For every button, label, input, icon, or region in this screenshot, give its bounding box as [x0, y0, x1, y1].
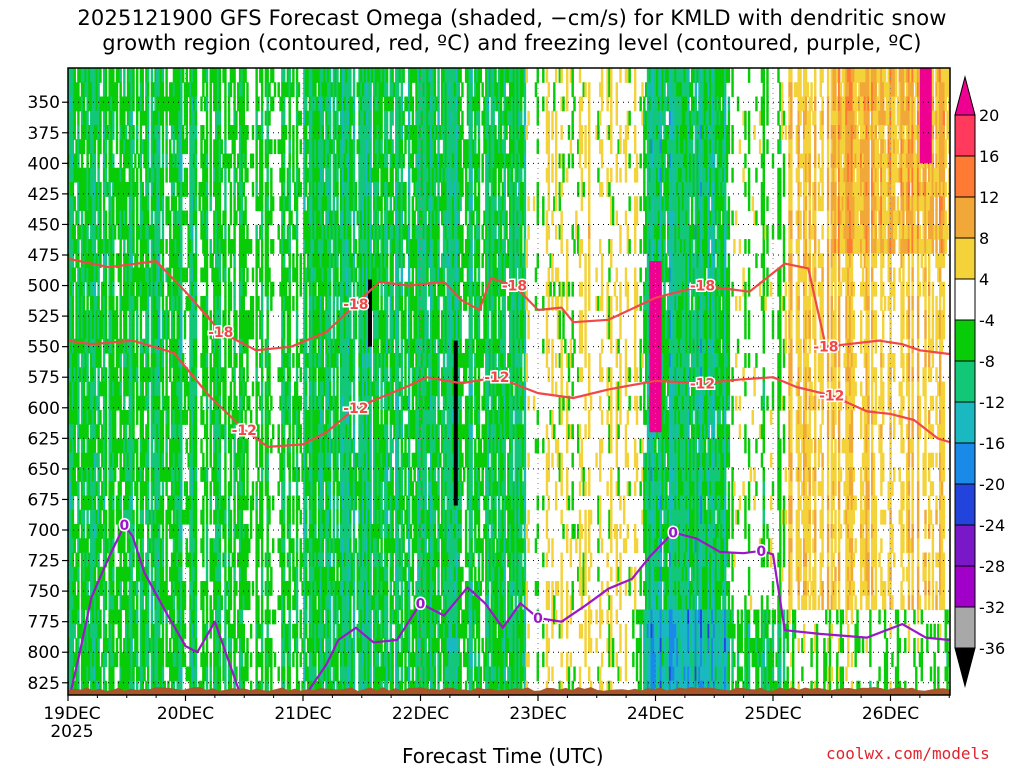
omega-shaded-field [68, 68, 950, 695]
colorbar-label-9: -20 [979, 475, 1005, 494]
colorbar-segment-1 [954, 155, 976, 198]
colorbar-label-12: -32 [979, 598, 1005, 617]
colorbar-segment-2 [954, 196, 976, 239]
colorbar-label-6: -8 [979, 352, 995, 371]
colorbar-bottom-extend [954, 647, 976, 688]
y-tick-label-11: 625 [28, 429, 60, 449]
contour-label-0-3: -18 [690, 279, 715, 295]
terrain-shape [68, 687, 950, 695]
y-tick-label-5: 475 [28, 246, 60, 266]
contour-line-1 [68, 339, 950, 448]
y-tick-label-14: 700 [28, 521, 60, 541]
colorbar-label-7: -12 [979, 393, 1005, 412]
contour-lines: -18 -18 -18 -18 -18 -12 -12 -12 -12 -12 0 0 0 0 0 [68, 257, 950, 695]
contour-label-2-0: 0 [120, 518, 130, 534]
colorbar-segment-6 [954, 360, 976, 403]
y-tick-label-9: 575 [28, 368, 60, 388]
omega-feature-1 [367, 279, 372, 347]
colorbar-label-13: -36 [979, 639, 1005, 658]
y-tick-label-18: 800 [28, 643, 60, 663]
y-tick-label-8: 550 [28, 338, 60, 358]
x-tick-label-0: 19DEC [43, 704, 100, 724]
terrain-strip [68, 687, 950, 695]
contour-label-0-0: -18 [208, 325, 233, 341]
y-tick-label-3: 425 [28, 185, 60, 205]
contour-label-1-3: -12 [690, 376, 715, 392]
omega-feature-0 [453, 340, 458, 506]
x-tick-label-4: 23DEC [509, 704, 566, 724]
x-tick-label-7: 26DEC [862, 704, 919, 724]
colorbar-label-5: -4 [979, 311, 995, 330]
contour-label-1-0: -12 [232, 423, 257, 439]
contour-label-1-4: -12 [819, 389, 844, 405]
colorbar-label-2: 12 [979, 188, 999, 207]
colorbar-label-4: 4 [979, 270, 989, 289]
colorbar-segment-7 [954, 401, 976, 444]
contour-label-2-3: 0 [668, 525, 678, 541]
colorbar-label-8: -16 [979, 434, 1005, 453]
x-year-label: 2025 [50, 722, 93, 742]
contour-label-2-2: 0 [533, 611, 543, 627]
colorbar-segment-12 [954, 606, 976, 649]
y-tick-label-15: 725 [28, 552, 60, 572]
x-tick-label-1: 20DEC [157, 704, 214, 724]
colorbar-segment-5 [954, 319, 976, 362]
y-tick-label-6: 500 [28, 277, 60, 297]
colorbar-label-1: 16 [979, 147, 999, 166]
colorbar-segment-10 [954, 524, 976, 567]
colorbar-label-0: 20 [979, 106, 999, 125]
x-tick-label-6: 25DEC [744, 704, 801, 724]
y-tick-label-1: 375 [28, 124, 60, 144]
y-tick-label-4: 450 [28, 215, 60, 235]
x-tick-label-2: 21DEC [274, 704, 331, 724]
colorbar-segment-8 [954, 442, 976, 485]
colorbar: 20 16 12 8 4 -4 -8 -12 -16 -20 -24 -28 -32 -36 [954, 75, 1005, 688]
omega-feature-2 [649, 261, 662, 433]
colorbar-segment-9 [954, 483, 976, 526]
colorbar-label-3: 8 [979, 229, 989, 248]
plot-axes: 350 375 400 425 450 475 500 525 550 575 600 625 650 6… [28, 67, 951, 742]
colorbar-segment-11 [954, 565, 976, 608]
colorbar-segment-3 [954, 237, 976, 280]
contour-label-2-4: 0 [756, 544, 766, 560]
contour-label-2-1: 0 [416, 596, 426, 612]
contour-label-1-2: -12 [484, 370, 509, 386]
contour-line-2 [68, 524, 950, 695]
colorbar-segment-0 [954, 114, 976, 157]
x-axis-label: Forecast Time (UTC) [402, 744, 604, 768]
plot-grid [68, 68, 950, 695]
colorbar-label-11: -28 [979, 557, 1005, 576]
contour-line-0 [68, 257, 950, 356]
x-tick-label-3: 22DEC [392, 704, 449, 724]
contour-label-0-4: -18 [813, 340, 838, 356]
y-tick-label-10: 600 [28, 399, 60, 419]
chart-title-line-2: growth region (contoured, red, ºC) and f… [102, 31, 922, 55]
source-credit: coolwx.com/models [826, 744, 990, 763]
contour-label-0-1: -18 [343, 297, 368, 313]
chart-title-line-1: 2025121900 GFS Forecast Omega (shaded, −… [77, 6, 947, 30]
y-tick-label-0: 350 [28, 93, 60, 113]
y-tick-label-19: 825 [28, 674, 60, 694]
y-tick-label-12: 650 [28, 460, 60, 480]
contour-label-0-2: -18 [502, 279, 527, 295]
y-tick-label-13: 675 [28, 490, 60, 510]
x-tick-label-5: 24DEC [627, 704, 684, 724]
colorbar-label-10: -24 [979, 516, 1005, 535]
colorbar-top-extend [954, 75, 976, 116]
y-tick-label-16: 750 [28, 582, 60, 602]
y-tick-label-7: 525 [28, 307, 60, 327]
colorbar-segment-4 [954, 278, 976, 321]
contour-label-1-1: -12 [343, 401, 368, 417]
omega-feature-3 [919, 68, 932, 164]
y-tick-label-17: 775 [28, 613, 60, 633]
y-tick-label-2: 400 [28, 154, 60, 174]
